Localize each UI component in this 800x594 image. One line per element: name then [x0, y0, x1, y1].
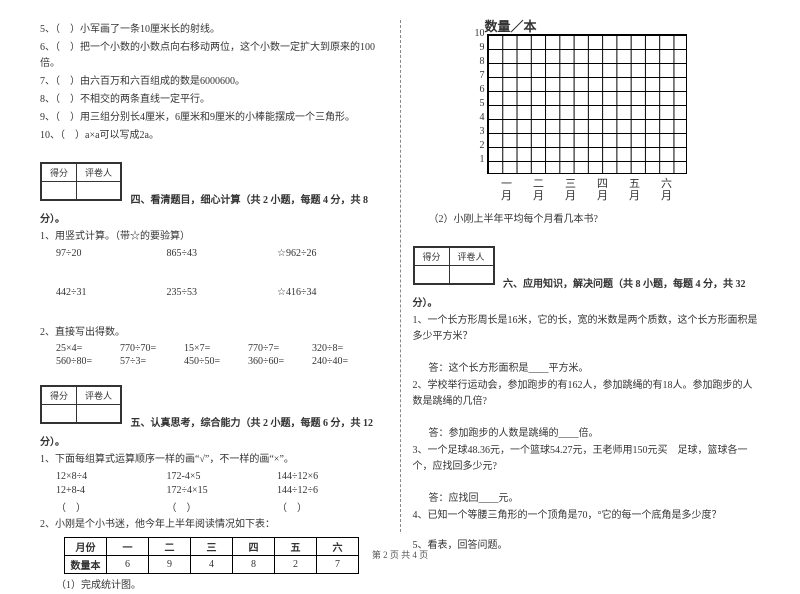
- y-tick: 10: [471, 28, 485, 39]
- calc-cell: 12+8-4: [56, 485, 167, 496]
- q6-2: 2、学校举行运动会，参加跑步的有162人，参加跳绳的有18人。参加跑步的人数是跳…: [413, 378, 761, 410]
- q6-1-answer: 答：这个长方形面积是____平方米。: [429, 359, 761, 374]
- calc-cell: 57÷3=: [120, 356, 184, 367]
- calc-cell: ☆962÷26: [277, 248, 388, 259]
- score-box: 得分 评卷人: [40, 385, 122, 424]
- tf-item: 5、（ ）小军画了一条10厘米长的射线。: [40, 22, 388, 38]
- bar-chart-grid: 数量／本 10 9 8 7 6 5 4 3 2 1 一月 二月 三月 四月 五月…: [453, 20, 713, 210]
- y-tick: 9: [471, 42, 485, 53]
- q5-2-2: （2）小刚上半年平均每个月看几本书?: [413, 212, 761, 228]
- q4-1: 1、用竖式计算。（带☆的要验算）: [40, 229, 388, 245]
- section-5-header: 得分 评卷人 五、认真思考，综合能力（共 2 小题，每题 6 分，共 12: [40, 379, 388, 429]
- score-box: 得分 评卷人: [40, 162, 122, 201]
- q5-1-row: 12×8÷4 172-4×5 144÷12×6: [40, 471, 388, 482]
- chart-grid: [487, 34, 687, 174]
- q5-2-sub: （1）完成统计图。: [40, 578, 388, 594]
- x-tick: 六月: [657, 178, 677, 202]
- right-column: 数量／本 10 9 8 7 6 5 4 3 2 1 一月 二月 三月 四月 五月…: [401, 20, 773, 532]
- calc-cell: 865÷43: [167, 248, 278, 259]
- x-tick: 五月: [625, 178, 645, 202]
- y-tick: 2: [471, 140, 485, 151]
- tf-item: 10、（ ）a×a可以写成2a。: [40, 128, 388, 144]
- section-5-title: 五、认真思考，综合能力（共 2 小题，每题 6 分，共 12: [131, 418, 374, 429]
- y-tick: 8: [471, 56, 485, 67]
- grader-label: 评卷人: [77, 387, 121, 405]
- calc-cell: ☆416÷34: [277, 287, 388, 298]
- left-column: 5、（ ）小军画了一条10厘米长的射线。 6、（ ）把一个小数的小数点向右移动两…: [28, 20, 401, 532]
- calc-cell: 97÷20: [56, 248, 167, 259]
- calc-row: 442÷31 235÷53 ☆416÷34: [40, 287, 388, 298]
- calc-row: 560÷80= 57÷3= 450÷50= 360÷60= 240÷40=: [40, 356, 388, 367]
- calc-cell: 442÷31: [56, 287, 167, 298]
- page-footer: 第 2 页 共 4 页: [0, 548, 800, 561]
- y-tick: 6: [471, 84, 485, 95]
- calc-cell: 360÷60=: [248, 356, 312, 367]
- section-6-tail: 分）。: [413, 294, 761, 309]
- calc-cell: 240÷40=: [312, 356, 376, 367]
- q6-2-answer: 答：参加跑步的人数是跳绳的____倍。: [429, 424, 761, 439]
- calc-row: 97÷20 865÷43 ☆962÷26: [40, 248, 388, 259]
- q5-1-row: 12+8-4 172÷4×15 144÷12÷6: [40, 485, 388, 496]
- calc-cell: 12×8÷4: [56, 471, 167, 482]
- calc-cell: 450÷50=: [184, 356, 248, 367]
- calc-cell: 144÷12×6: [277, 471, 388, 482]
- calc-cell: （ ）: [56, 499, 167, 514]
- score-label: 得分: [414, 248, 449, 266]
- tf-item: 6、（ ）把一个小数的小数点向右移动两位，这个小数一定扩大到原来的100倍。: [40, 40, 388, 72]
- score-label: 得分: [42, 164, 77, 182]
- grader-label: 评卷人: [449, 248, 493, 266]
- x-tick: 四月: [593, 178, 613, 202]
- calc-cell: 320÷8=: [312, 343, 376, 354]
- section-4-tail: 分）。: [40, 210, 388, 225]
- chart-title: 数量／本: [485, 16, 537, 35]
- q5-1-row: （ ） （ ） （ ）: [40, 499, 388, 514]
- calc-cell: （ ）: [277, 499, 388, 514]
- calc-cell: 15×7=: [184, 343, 248, 354]
- calc-row: 25×4= 770÷70= 15×7= 770÷7= 320÷8=: [40, 343, 388, 354]
- q5-1: 1、下面每组算式运算顺序一样的画“√”，不一样的画“×”。: [40, 452, 388, 468]
- page: 5、（ ）小军画了一条10厘米长的射线。 6、（ ）把一个小数的小数点向右移动两…: [0, 0, 800, 540]
- q6-1: 1、一个长方形周长是16米，它的长，宽的米数是两个质数，这个长方形面积是多少平方…: [413, 313, 761, 345]
- calc-cell: 172-4×5: [167, 471, 278, 482]
- tf-item: 7、（ ）由六百万和六百组成的数是6000600。: [40, 74, 388, 90]
- calc-cell: 144÷12÷6: [277, 485, 388, 496]
- section-6-title: 六、应用知识，解决问题（共 8 小题，每题 4 分，共 32: [503, 279, 746, 290]
- grader-label: 评卷人: [77, 164, 121, 182]
- score-label: 得分: [42, 387, 77, 405]
- calc-cell: 172÷4×15: [167, 485, 278, 496]
- y-tick: 5: [471, 98, 485, 109]
- calc-cell: 770÷70=: [120, 343, 184, 354]
- y-tick: 1: [471, 154, 485, 165]
- calc-cell: 235÷53: [167, 287, 278, 298]
- q4-2: 2、直接写出得数。: [40, 325, 388, 341]
- y-tick: 3: [471, 126, 485, 137]
- section-5-tail: 分）。: [40, 433, 388, 448]
- q6-3-answer: 答：应找回____元。: [429, 489, 761, 504]
- section-4-title: 四、看清题目，细心计算（共 2 小题，每题 4 分，共 8: [131, 195, 369, 206]
- x-tick: 二月: [529, 178, 549, 202]
- x-tick: 一月: [497, 178, 517, 202]
- tf-item: 9、（ ）用三组分别长4厘米，6厘米和9厘米的小棒能摆成一个三角形。: [40, 110, 388, 126]
- calc-cell: 25×4=: [56, 343, 120, 354]
- q6-4: 4、已知一个等腰三角形的一个顶角是70，°它的每一个底角是多少度？: [413, 508, 761, 524]
- q5-2: 2、小刚是个小书迷，他今年上半年阅读情况如下表：: [40, 517, 388, 533]
- q6-3: 3、一个足球48.36元，一个篮球54.27元，王老师用150元买 足球，篮球各…: [413, 443, 761, 475]
- tf-item: 8、（ ）不相交的两条直线一定平行。: [40, 92, 388, 108]
- calc-cell: 560÷80=: [56, 356, 120, 367]
- score-box: 得分 评卷人: [413, 246, 495, 285]
- section-4-header: 得分 评卷人 四、看清题目，细心计算（共 2 小题，每题 4 分，共 8: [40, 156, 388, 206]
- section-6-header: 得分 评卷人 六、应用知识，解决问题（共 8 小题，每题 4 分，共 32: [413, 240, 761, 290]
- y-tick: 7: [471, 70, 485, 81]
- y-tick: 4: [471, 112, 485, 123]
- x-tick: 三月: [561, 178, 581, 202]
- calc-cell: （ ）: [167, 499, 278, 514]
- calc-cell: 770÷7=: [248, 343, 312, 354]
